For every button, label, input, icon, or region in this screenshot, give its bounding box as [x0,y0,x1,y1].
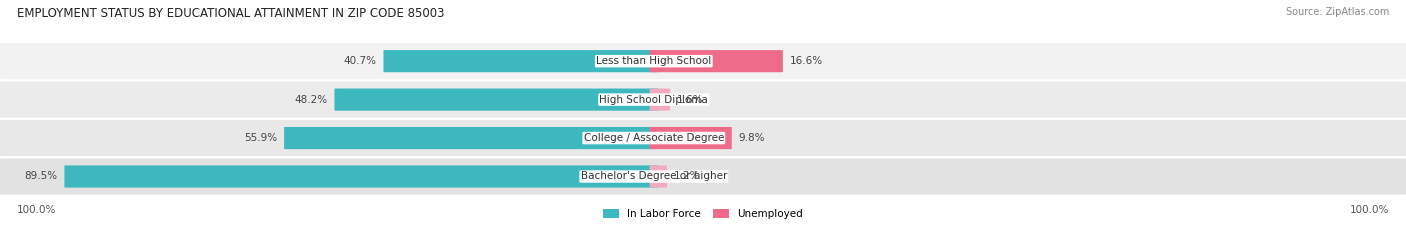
Text: Bachelor's Degree or higher: Bachelor's Degree or higher [581,171,727,182]
Text: 100.0%: 100.0% [17,205,56,215]
FancyBboxPatch shape [0,158,1406,195]
FancyBboxPatch shape [284,127,658,149]
Text: EMPLOYMENT STATUS BY EDUCATIONAL ATTAINMENT IN ZIP CODE 85003: EMPLOYMENT STATUS BY EDUCATIONAL ATTAINM… [17,7,444,20]
Text: Source: ZipAtlas.com: Source: ZipAtlas.com [1285,7,1389,17]
FancyBboxPatch shape [650,127,731,149]
FancyBboxPatch shape [0,120,1406,156]
Text: 1.2%: 1.2% [673,171,700,182]
FancyBboxPatch shape [335,89,658,111]
Text: 55.9%: 55.9% [245,133,277,143]
Text: 16.6%: 16.6% [790,56,823,66]
Legend: In Labor Force, Unemployed: In Labor Force, Unemployed [603,209,803,219]
FancyBboxPatch shape [650,165,666,188]
Text: High School Diploma: High School Diploma [599,95,709,105]
Text: College / Associate Degree: College / Associate Degree [583,133,724,143]
Text: Less than High School: Less than High School [596,56,711,66]
Text: 100.0%: 100.0% [1350,205,1389,215]
FancyBboxPatch shape [384,50,658,72]
FancyBboxPatch shape [650,50,783,72]
FancyBboxPatch shape [65,165,658,188]
FancyBboxPatch shape [650,89,671,111]
Text: 9.8%: 9.8% [738,133,765,143]
Text: 40.7%: 40.7% [343,56,377,66]
Text: 89.5%: 89.5% [24,171,58,182]
FancyBboxPatch shape [0,82,1406,118]
Text: 1.6%: 1.6% [678,95,703,105]
FancyBboxPatch shape [0,43,1406,79]
Text: 48.2%: 48.2% [294,95,328,105]
